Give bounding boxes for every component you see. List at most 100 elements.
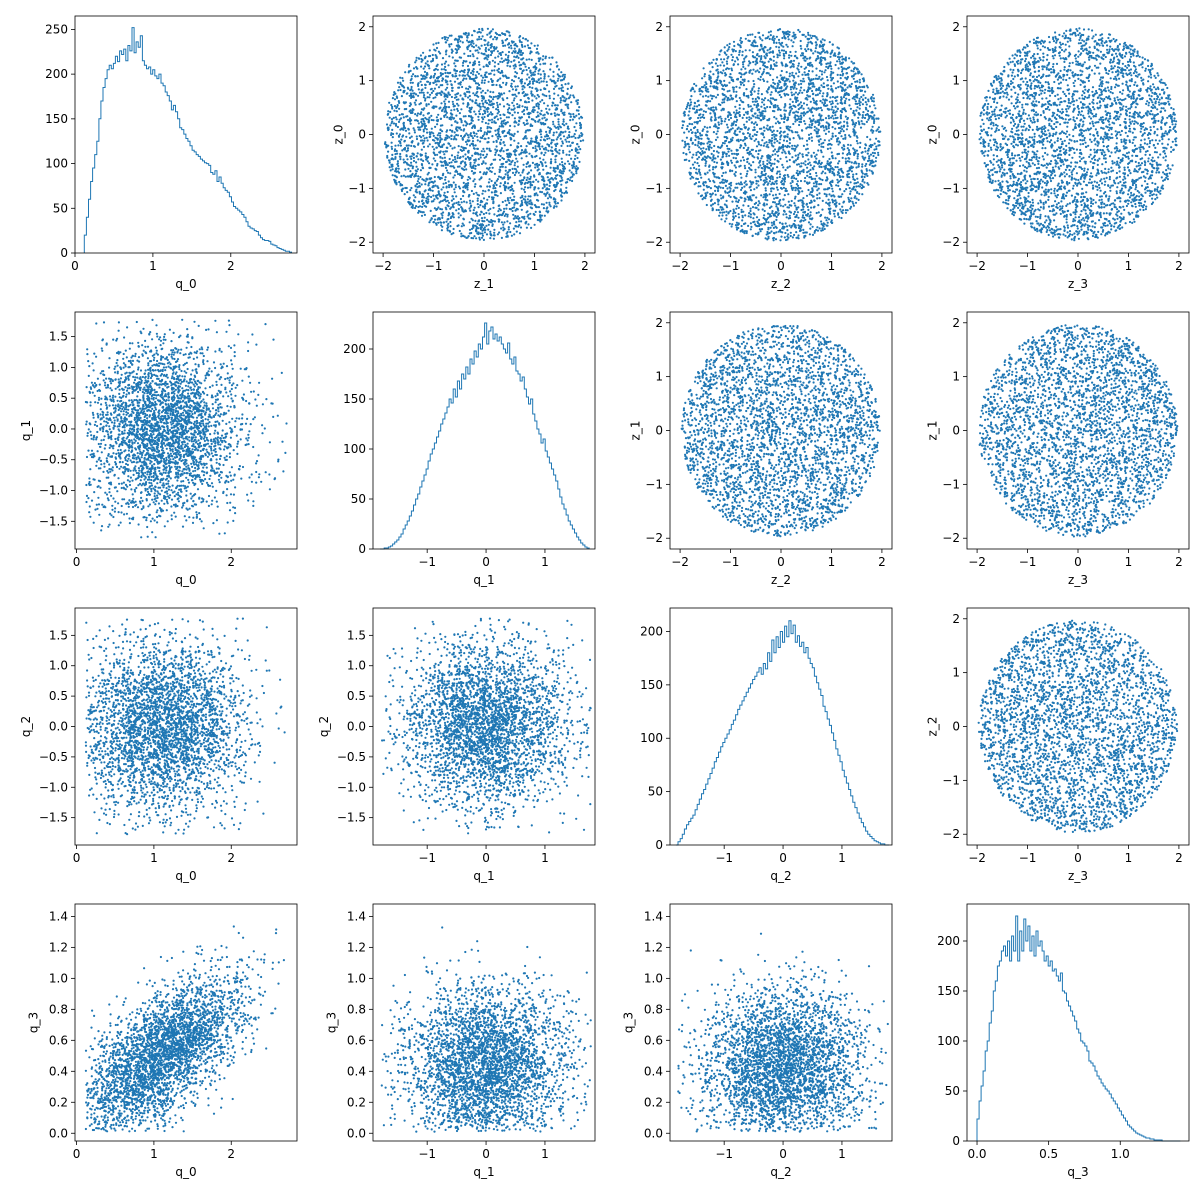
scatter-point	[484, 101, 486, 103]
scatter-point	[475, 102, 477, 104]
scatter-point	[491, 225, 493, 227]
scatter-point	[572, 161, 574, 163]
scatter-point	[541, 99, 543, 101]
scatter-point	[401, 85, 403, 87]
scatter-point	[556, 131, 558, 133]
scatter-point	[405, 136, 407, 138]
scatter-point	[495, 96, 497, 98]
scatter-point	[450, 109, 452, 111]
scatter-point	[566, 154, 568, 156]
scatter-point	[538, 219, 540, 221]
scatter-point	[460, 235, 462, 237]
scatter-point	[449, 230, 451, 232]
scatter-point	[417, 112, 419, 114]
scatter-point	[489, 170, 491, 172]
scatter-point	[538, 146, 540, 148]
scatter-point	[396, 132, 398, 134]
scatter-point	[484, 53, 486, 55]
scatter-point	[546, 134, 548, 136]
scatter-point	[483, 239, 485, 241]
scatter-point	[427, 92, 429, 94]
scatter-point	[441, 37, 443, 39]
scatter-point	[527, 187, 529, 189]
scatter-point	[406, 145, 408, 147]
scatter-point	[469, 95, 471, 97]
scatter-point	[524, 38, 526, 40]
scatter-point	[451, 124, 453, 126]
scatter-point	[726, 131, 728, 133]
scatter-point	[521, 149, 523, 151]
scatter-point	[502, 42, 504, 44]
scatter-point	[407, 168, 409, 170]
scatter-point	[733, 153, 735, 155]
scatter-point	[537, 142, 539, 144]
scatter-point	[497, 104, 499, 106]
scatter-point	[513, 65, 515, 67]
scatter-point	[443, 183, 445, 185]
scatter-point	[439, 52, 441, 54]
scatter-point	[417, 95, 419, 97]
scatter-point	[393, 117, 395, 119]
scatter-point	[447, 164, 449, 166]
scatter-point	[414, 113, 416, 115]
scatter-point	[472, 125, 474, 127]
scatter-point	[571, 142, 573, 144]
scatter-point	[733, 41, 735, 43]
scatter-point	[526, 227, 528, 229]
scatter-point	[423, 140, 425, 142]
scatter-point	[434, 126, 436, 128]
scatter-point	[462, 137, 464, 139]
scatter-point	[453, 181, 455, 183]
scatter-point	[535, 52, 537, 54]
scatter-point	[531, 59, 533, 61]
scatter-point	[826, 76, 828, 78]
scatter-point	[486, 233, 488, 235]
scatter-point	[478, 164, 480, 166]
scatter-point	[695, 168, 697, 170]
scatter-point	[709, 71, 711, 73]
scatter-point	[509, 112, 511, 114]
scatter-point	[550, 196, 552, 198]
scatter-point	[416, 183, 418, 185]
scatter-point	[564, 76, 566, 78]
x-tick-label: −1	[425, 259, 443, 273]
scatter-point	[515, 88, 517, 90]
scatter-point	[573, 165, 575, 167]
scatter-point	[414, 196, 416, 198]
scatter-point	[576, 143, 578, 145]
scatter-point	[715, 108, 717, 110]
scatter-point	[507, 174, 509, 176]
scatter-point	[491, 45, 493, 47]
scatter-point	[436, 119, 438, 121]
scatter-point	[477, 104, 479, 106]
scatter-point	[407, 88, 409, 90]
scatter-point	[429, 94, 431, 96]
scatter-point	[475, 212, 477, 214]
scatter-point	[552, 102, 554, 104]
scatter-point	[551, 153, 553, 155]
scatter-point	[448, 186, 450, 188]
scatter-point	[561, 164, 563, 166]
scatter-point	[515, 122, 517, 124]
scatter-point	[487, 89, 489, 91]
scatter-point	[464, 75, 466, 77]
scatter-point	[474, 186, 476, 188]
scatter-point	[444, 192, 446, 194]
scatter-point	[465, 115, 467, 117]
scatter-points	[384, 28, 584, 241]
scatter-point	[524, 106, 526, 108]
scatter-point	[496, 102, 498, 104]
scatter-point	[454, 156, 456, 158]
scatter-point	[501, 40, 503, 42]
scatter-point	[505, 166, 507, 168]
scatter-point	[490, 96, 492, 98]
scatter-point	[540, 139, 542, 141]
scatter-point	[417, 175, 419, 177]
scatter-point	[471, 45, 473, 47]
scatter-point	[467, 55, 469, 57]
scatter-point	[563, 112, 565, 114]
scatter-point	[833, 117, 835, 119]
scatter-point	[524, 93, 526, 95]
scatter-point	[408, 132, 410, 134]
scatter-point	[518, 224, 520, 226]
